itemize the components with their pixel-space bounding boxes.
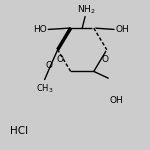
Text: CH$_3$: CH$_3$	[36, 83, 53, 95]
Text: NH$_2$: NH$_2$	[77, 3, 96, 16]
Text: OH: OH	[110, 96, 123, 105]
Text: O: O	[101, 55, 108, 64]
Text: OH: OH	[116, 25, 129, 34]
Text: HCl: HCl	[10, 126, 28, 136]
Polygon shape	[58, 27, 72, 50]
Text: O: O	[45, 61, 52, 70]
Text: HO: HO	[33, 25, 47, 34]
Text: O: O	[56, 55, 63, 64]
